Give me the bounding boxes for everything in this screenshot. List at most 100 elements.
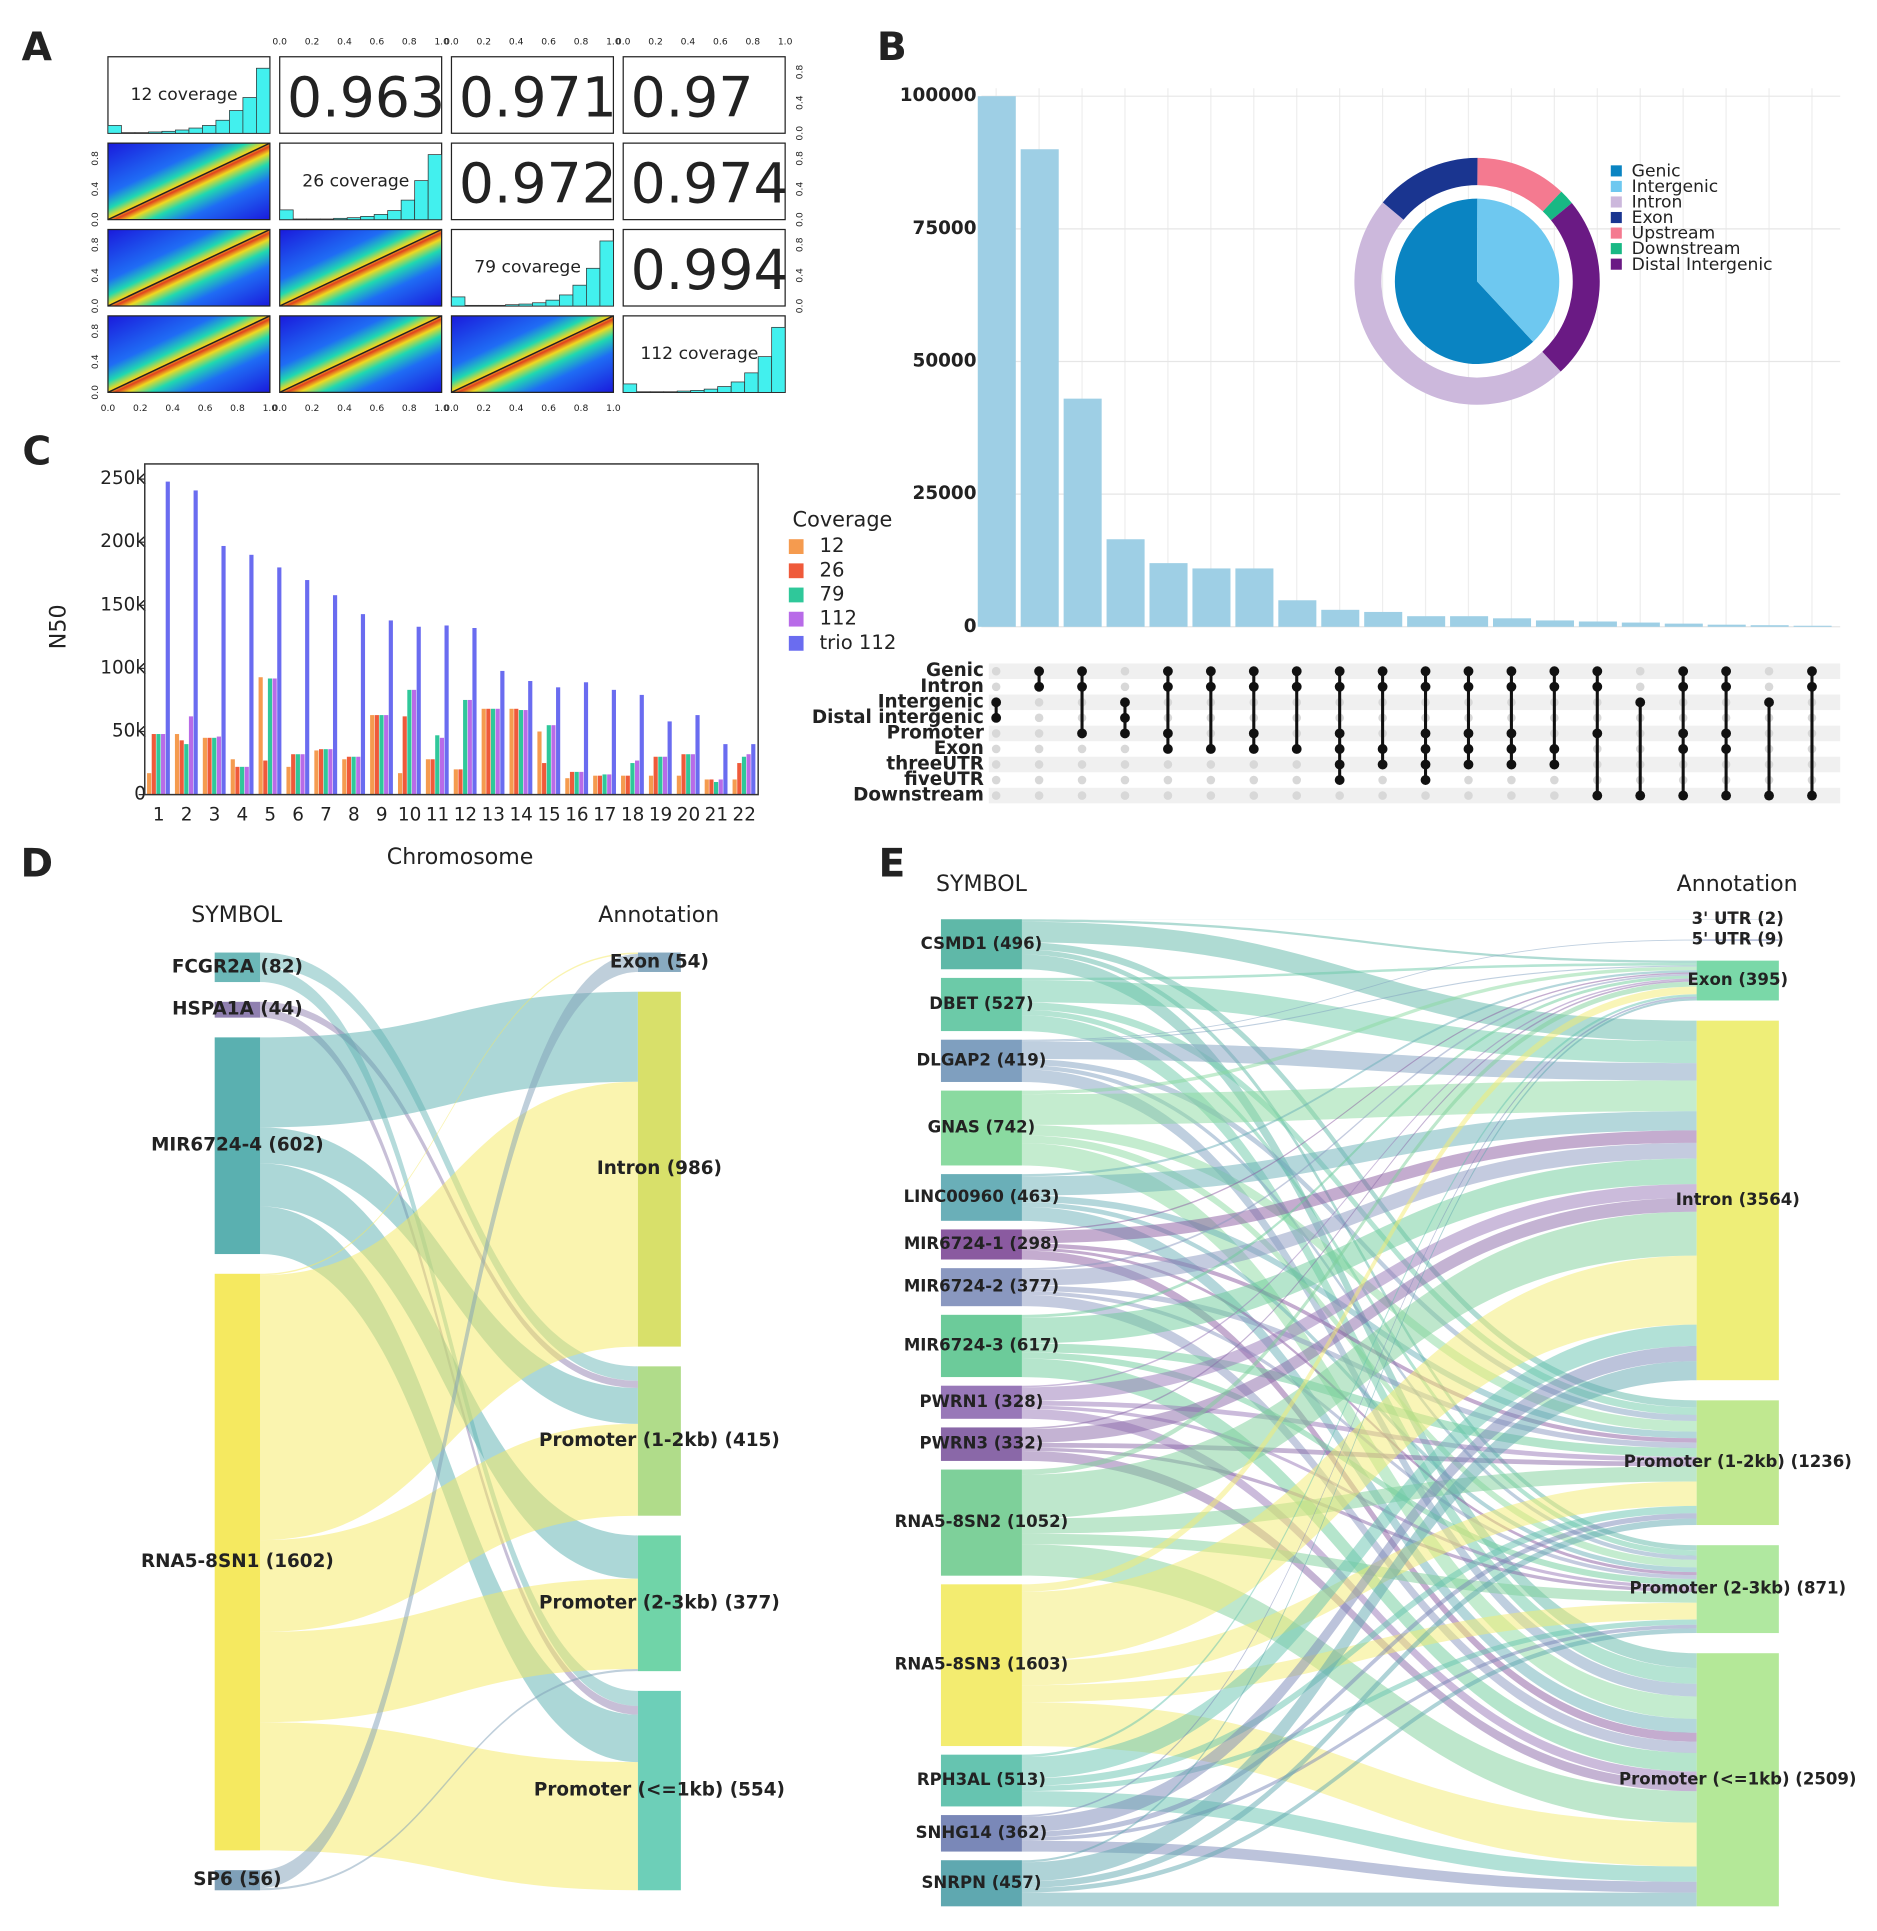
empty-dot bbox=[1335, 791, 1344, 800]
set-label: Intergenic bbox=[878, 691, 984, 712]
matrix-stripe bbox=[988, 787, 1841, 804]
hist-bar bbox=[319, 218, 335, 220]
set-dot bbox=[991, 712, 1002, 723]
correlation: 0.97 bbox=[631, 66, 754, 130]
bar bbox=[272, 678, 277, 795]
bar bbox=[574, 771, 579, 795]
bar bbox=[453, 769, 458, 795]
set-dot bbox=[1205, 744, 1216, 754]
bar bbox=[235, 766, 240, 795]
x-axis-label: Chromosome bbox=[387, 844, 534, 870]
x-tick-label: 0.6 bbox=[541, 403, 556, 414]
flow-ribbon bbox=[260, 991, 638, 1128]
x-tick-label: 0.4 bbox=[509, 403, 524, 414]
empty-dot bbox=[1292, 760, 1302, 769]
empty-dot bbox=[1206, 791, 1216, 800]
right-title: Annotation bbox=[598, 902, 719, 928]
sankey-node bbox=[940, 1039, 1022, 1082]
flow-ribbon bbox=[1021, 1324, 1697, 1779]
node-label: MIR6724-1 (298) bbox=[904, 1234, 1059, 1253]
fit-line bbox=[107, 228, 271, 307]
sankey-node bbox=[1696, 1653, 1779, 1907]
x-tick-label: 7 bbox=[320, 805, 332, 826]
node-label: CSMD1 (496) bbox=[921, 934, 1043, 953]
bar bbox=[300, 754, 305, 795]
set-dot bbox=[1678, 681, 1689, 692]
x-tick-label: 0.6 bbox=[541, 36, 556, 47]
bar bbox=[977, 96, 1016, 627]
set-dot bbox=[1334, 775, 1345, 785]
bar bbox=[458, 769, 463, 795]
bar bbox=[1364, 611, 1403, 627]
set-dot bbox=[1463, 666, 1474, 677]
hist-bar bbox=[744, 372, 759, 393]
bar bbox=[569, 771, 575, 795]
set-dot bbox=[1420, 728, 1431, 739]
bar bbox=[1578, 621, 1617, 627]
set-dot bbox=[1120, 728, 1130, 739]
bar bbox=[490, 708, 496, 795]
bar bbox=[463, 699, 468, 795]
set-dot bbox=[1506, 744, 1517, 754]
set-dot bbox=[1077, 666, 1087, 677]
flow-ribbon bbox=[1021, 962, 1697, 981]
hist-bar bbox=[373, 214, 389, 220]
bar bbox=[653, 756, 658, 795]
y-tick-label: 0.8 bbox=[794, 237, 805, 252]
panel-cell bbox=[622, 142, 786, 221]
bar bbox=[551, 725, 556, 795]
y-tick-label: 0.8 bbox=[794, 65, 805, 80]
x-tick-label: 14 bbox=[509, 805, 532, 826]
bar bbox=[351, 756, 356, 795]
correlation: 0.994 bbox=[631, 239, 789, 303]
set-dot bbox=[1205, 681, 1216, 692]
set-dot bbox=[1205, 666, 1216, 677]
hist-bar bbox=[292, 218, 308, 220]
bar bbox=[681, 754, 686, 795]
node-label: HSPA1A (44) bbox=[172, 999, 302, 1020]
legend-swatch bbox=[1610, 180, 1622, 192]
sankey-node bbox=[1696, 960, 1779, 1001]
flow-ribbon bbox=[1021, 1243, 1697, 1443]
matrix-stripe bbox=[988, 756, 1841, 773]
hist-bar bbox=[771, 326, 786, 393]
correlation: 0.963 bbox=[287, 66, 445, 130]
empty-dot bbox=[1120, 682, 1130, 692]
donut-slice bbox=[1477, 157, 1562, 212]
donut-slice bbox=[1394, 198, 1534, 364]
set-dot bbox=[1291, 666, 1302, 677]
flow-ribbon bbox=[1021, 986, 1697, 1592]
bar bbox=[528, 681, 533, 795]
hist-bar bbox=[134, 132, 149, 134]
y-axis-label: N50 bbox=[45, 604, 71, 649]
x-tick-label: 0.6 bbox=[713, 36, 728, 47]
x-tick-label: 12 bbox=[454, 805, 477, 826]
empty-dot bbox=[1464, 791, 1473, 800]
hist-bar bbox=[161, 130, 176, 134]
empty-dot bbox=[1034, 775, 1044, 785]
x-tick-label: 9 bbox=[376, 805, 388, 826]
bar bbox=[556, 687, 561, 795]
y-tick-label: 50k bbox=[112, 720, 146, 741]
flow-ribbon bbox=[1021, 966, 1697, 1095]
flow-ribbon bbox=[1021, 970, 1697, 1177]
empty-dot bbox=[1249, 791, 1259, 800]
y-tick-label: 0.4 bbox=[90, 354, 101, 369]
empty-dot bbox=[991, 744, 1001, 754]
flow-ribbon bbox=[1021, 1041, 1697, 1081]
bar bbox=[435, 735, 440, 795]
flow-ribbon bbox=[1021, 996, 1697, 1817]
set-dot bbox=[1420, 681, 1431, 692]
set-dot bbox=[1163, 728, 1173, 739]
x-tick-label: 15 bbox=[537, 805, 560, 826]
x-tick-label: 10 bbox=[398, 805, 421, 826]
x-tick-label: 1.0 bbox=[434, 36, 449, 47]
flow-ribbon bbox=[1021, 939, 1697, 1041]
set-dot bbox=[1549, 681, 1560, 692]
bar bbox=[174, 734, 180, 795]
hist-bar bbox=[586, 267, 601, 307]
node-label: FCGR2A (82) bbox=[172, 956, 303, 977]
donut-slice bbox=[1354, 202, 1561, 405]
legend-label: Genic bbox=[1632, 161, 1681, 181]
sankey-node bbox=[940, 1314, 1022, 1378]
